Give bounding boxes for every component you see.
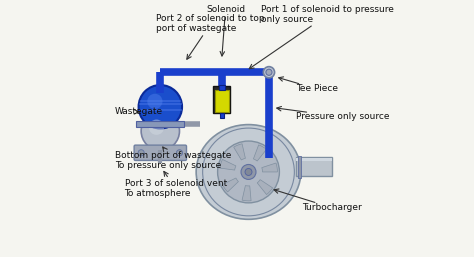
Circle shape — [138, 150, 144, 156]
FancyBboxPatch shape — [299, 156, 301, 178]
Circle shape — [147, 94, 163, 109]
Circle shape — [141, 112, 180, 150]
FancyBboxPatch shape — [296, 158, 332, 161]
Wedge shape — [242, 186, 251, 201]
Wedge shape — [257, 180, 273, 195]
Text: Port 3 of solenoid vent
To atmosphere: Port 3 of solenoid vent To atmosphere — [125, 171, 227, 198]
Circle shape — [241, 164, 256, 179]
FancyBboxPatch shape — [296, 157, 332, 176]
Circle shape — [176, 150, 182, 156]
FancyBboxPatch shape — [219, 85, 225, 90]
Wedge shape — [220, 159, 236, 170]
Ellipse shape — [196, 125, 301, 219]
Text: Port 2 of solenoid to top
port of wastegate: Port 2 of solenoid to top port of wasteg… — [156, 14, 265, 59]
FancyBboxPatch shape — [215, 90, 228, 112]
Text: Turbocharger: Turbocharger — [274, 189, 362, 212]
Wedge shape — [262, 163, 277, 172]
Wedge shape — [234, 144, 246, 160]
Text: Port 1 of solenoid to pressure
only source: Port 1 of solenoid to pressure only sour… — [249, 5, 394, 69]
Wedge shape — [222, 178, 238, 192]
FancyBboxPatch shape — [137, 121, 184, 127]
FancyBboxPatch shape — [139, 108, 182, 111]
FancyBboxPatch shape — [139, 100, 181, 102]
Circle shape — [245, 169, 252, 176]
FancyBboxPatch shape — [134, 145, 186, 160]
Circle shape — [264, 67, 274, 78]
FancyBboxPatch shape — [213, 86, 230, 113]
Text: Bottom port of wastegate
To pressure only source: Bottom port of wastegate To pressure onl… — [115, 147, 231, 170]
Text: Pressure only source: Pressure only source — [277, 106, 389, 122]
Text: Tee Piece: Tee Piece — [279, 77, 338, 93]
Circle shape — [138, 85, 182, 128]
Text: Wastegate: Wastegate — [115, 107, 163, 116]
Circle shape — [218, 141, 279, 203]
FancyBboxPatch shape — [219, 113, 224, 118]
Wedge shape — [254, 145, 266, 161]
Text: Solenoid: Solenoid — [206, 5, 245, 56]
FancyBboxPatch shape — [139, 104, 182, 105]
Circle shape — [266, 69, 272, 75]
Circle shape — [149, 120, 164, 135]
